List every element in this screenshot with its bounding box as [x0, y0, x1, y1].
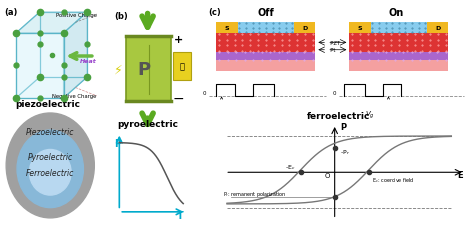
- Text: 💡: 💡: [180, 62, 185, 71]
- Text: pyroelectric: pyroelectric: [117, 120, 178, 128]
- Ellipse shape: [6, 114, 94, 218]
- Text: S: S: [358, 26, 363, 31]
- Text: −: −: [173, 91, 184, 105]
- Text: Piezoelectric: Piezoelectric: [26, 127, 74, 136]
- Bar: [216, 34, 316, 52]
- Polygon shape: [16, 13, 87, 34]
- Text: 0: 0: [333, 90, 336, 95]
- Ellipse shape: [17, 131, 83, 208]
- Bar: [126, 37, 171, 102]
- Text: +: +: [173, 35, 183, 44]
- Text: 0: 0: [202, 90, 206, 95]
- Text: (b): (b): [114, 12, 128, 21]
- Text: E$_c$: coercive field: E$_c$: coercive field: [373, 175, 415, 184]
- Text: (a): (a): [5, 8, 18, 17]
- Text: P: P: [114, 138, 121, 148]
- Text: Off: Off: [257, 8, 274, 18]
- Bar: [238, 23, 294, 34]
- Bar: [349, 23, 371, 34]
- Bar: [173, 52, 191, 80]
- Text: D: D: [435, 26, 440, 31]
- Bar: [349, 52, 448, 61]
- Text: piezoelectric: piezoelectric: [15, 100, 80, 109]
- Text: O: O: [325, 172, 330, 178]
- Text: ⚡: ⚡: [114, 64, 123, 76]
- Text: Pt: Pt: [327, 48, 336, 53]
- Text: P: P: [138, 61, 151, 79]
- Bar: [216, 61, 316, 72]
- Text: E: E: [457, 170, 463, 179]
- Polygon shape: [64, 13, 87, 99]
- Polygon shape: [16, 34, 64, 99]
- Ellipse shape: [29, 150, 71, 195]
- Bar: [349, 34, 448, 52]
- Text: Heat: Heat: [80, 59, 97, 64]
- Text: (c): (c): [209, 8, 221, 17]
- Bar: [294, 23, 316, 34]
- Text: Negative Charge: Negative Charge: [52, 94, 97, 99]
- Text: On: On: [389, 8, 404, 18]
- Text: Ferroelectric: Ferroelectric: [26, 168, 74, 177]
- Text: P: P: [340, 123, 346, 132]
- Bar: [216, 52, 316, 61]
- Text: S: S: [225, 26, 229, 31]
- Bar: [371, 23, 427, 34]
- Text: D: D: [302, 26, 307, 31]
- Text: PZT: PZT: [327, 41, 340, 46]
- Text: Positive Charge: Positive Charge: [56, 12, 97, 17]
- Bar: [216, 23, 238, 34]
- Text: -E$_c$: -E$_c$: [284, 163, 295, 172]
- Bar: [349, 61, 448, 72]
- Text: $V_g$: $V_g$: [365, 109, 375, 120]
- Text: ferroelectric: ferroelectric: [307, 111, 371, 120]
- Bar: [427, 23, 448, 34]
- Text: Pyroelectric: Pyroelectric: [27, 152, 73, 161]
- Text: T: T: [176, 210, 183, 220]
- Text: P$_r$: remanent polarization: P$_r$: remanent polarization: [222, 189, 286, 198]
- Text: -P$_r$: -P$_r$: [340, 148, 350, 156]
